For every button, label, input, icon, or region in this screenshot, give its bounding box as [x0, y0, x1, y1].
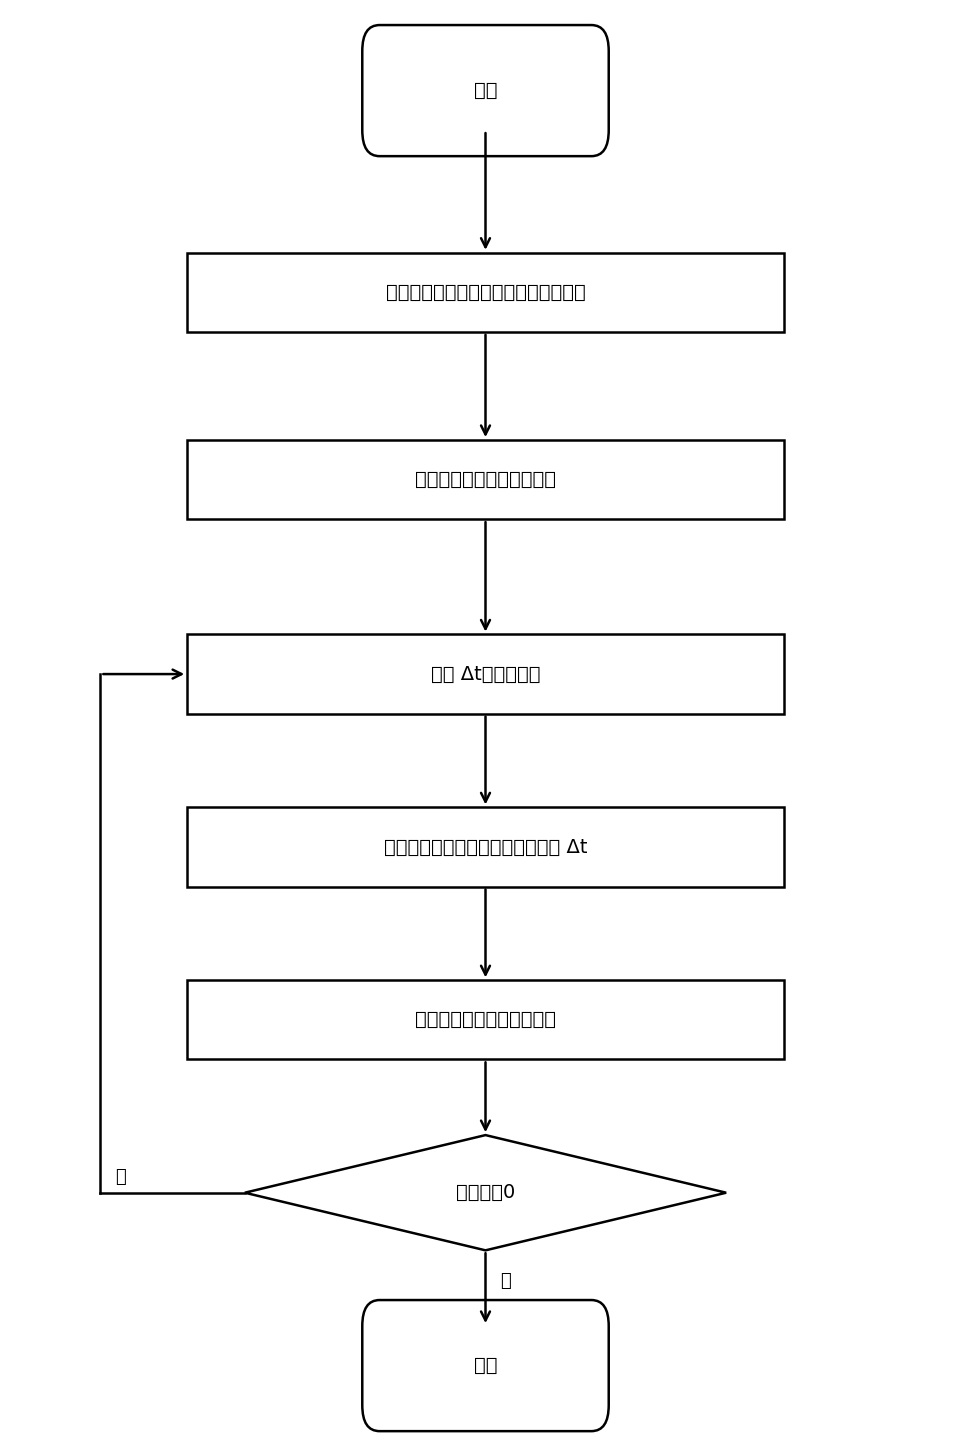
FancyBboxPatch shape [362, 25, 609, 156]
Text: 是否等于0: 是否等于0 [455, 1184, 516, 1203]
Text: 否: 否 [115, 1168, 125, 1185]
Text: 建立各站间运行时间与牵引能耗对照表: 建立各站间运行时间与牵引能耗对照表 [385, 283, 586, 301]
Bar [187, 440, 784, 519]
Text: 是: 是 [500, 1272, 511, 1290]
Text: 更新多站间总富裕运行时间: 更新多站间总富裕运行时间 [415, 1010, 556, 1029]
Text: 结束: 结束 [474, 1356, 497, 1375]
Bar [187, 807, 784, 887]
Polygon shape [245, 1135, 726, 1250]
Text: 分配 Δt至各个站间: 分配 Δt至各个站间 [431, 665, 540, 684]
Bar [187, 980, 784, 1059]
Text: 选取能耗时间比最大的区间，分配 Δt: 选取能耗时间比最大的区间，分配 Δt [384, 838, 587, 856]
FancyBboxPatch shape [362, 1300, 609, 1432]
Bar [187, 252, 784, 332]
Bar [187, 635, 784, 714]
Text: 计算多站间总最小运行时间: 计算多站间总最小运行时间 [415, 469, 556, 490]
Text: 开始: 开始 [474, 81, 497, 100]
